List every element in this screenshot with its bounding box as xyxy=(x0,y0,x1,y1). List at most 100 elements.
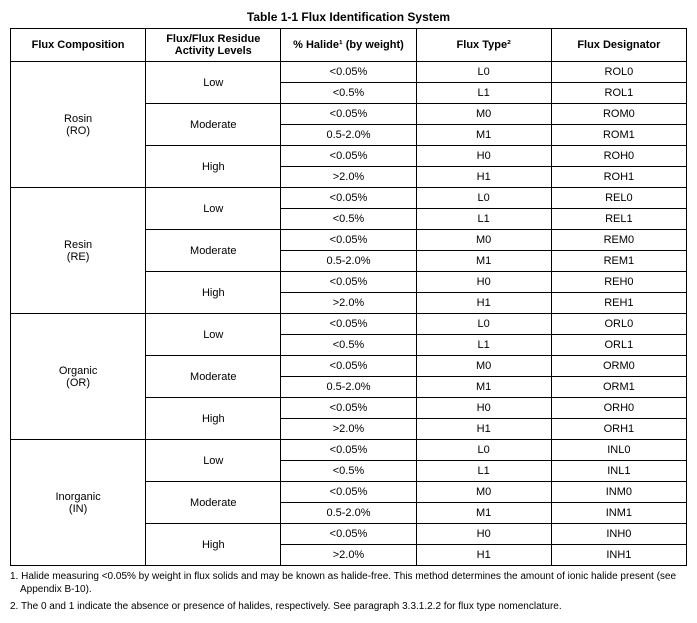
cell-flux-designator: ROM1 xyxy=(551,125,686,146)
cell-flux-type: L1 xyxy=(416,209,551,230)
cell-flux-designator: INL0 xyxy=(551,440,686,461)
cell-flux-type: L1 xyxy=(416,83,551,104)
cell-halide: <0.05% xyxy=(281,62,416,83)
cell-halide: <0.05% xyxy=(281,314,416,335)
cell-halide: <0.05% xyxy=(281,440,416,461)
cell-flux-type: M0 xyxy=(416,356,551,377)
cell-halide: <0.05% xyxy=(281,104,416,125)
table-title: Table 1-1 Flux Identification System xyxy=(10,10,687,24)
cell-flux-designator: ORH1 xyxy=(551,419,686,440)
cell-flux-type: H1 xyxy=(416,293,551,314)
cell-composition: Rosin(RO) xyxy=(11,62,146,188)
composition-code: (IN) xyxy=(15,503,141,515)
cell-halide: <0.05% xyxy=(281,188,416,209)
cell-flux-designator: ORH0 xyxy=(551,398,686,419)
cell-halide: <0.5% xyxy=(281,209,416,230)
col-flux-type: Flux Type² xyxy=(416,29,551,62)
cell-halide: 0.5-2.0% xyxy=(281,251,416,272)
cell-activity-level: Moderate xyxy=(146,356,281,398)
col-flux-designator: Flux Designator xyxy=(551,29,686,62)
cell-flux-designator: ORM0 xyxy=(551,356,686,377)
cell-flux-designator: INM1 xyxy=(551,503,686,524)
composition-name: Resin xyxy=(15,239,141,251)
cell-flux-designator: ORL1 xyxy=(551,335,686,356)
cell-flux-designator: INM0 xyxy=(551,482,686,503)
cell-flux-type: H0 xyxy=(416,524,551,545)
cell-halide: <0.5% xyxy=(281,83,416,104)
cell-activity-level: Low xyxy=(146,440,281,482)
cell-halide: <0.5% xyxy=(281,335,416,356)
cell-flux-designator: REL1 xyxy=(551,209,686,230)
cell-halide: >2.0% xyxy=(281,293,416,314)
cell-flux-designator: ROL1 xyxy=(551,83,686,104)
composition-code: (OR) xyxy=(15,377,141,389)
cell-halide: <0.05% xyxy=(281,272,416,293)
cell-halide: <0.05% xyxy=(281,482,416,503)
cell-flux-type: M1 xyxy=(416,125,551,146)
footnote-1: 1. Halide measuring <0.05% by weight in … xyxy=(10,570,687,596)
cell-halide: >2.0% xyxy=(281,545,416,566)
cell-activity-level: Low xyxy=(146,314,281,356)
cell-activity-level: Moderate xyxy=(146,482,281,524)
cell-halide: 0.5-2.0% xyxy=(281,125,416,146)
cell-flux-designator: ROH1 xyxy=(551,167,686,188)
cell-flux-designator: REM1 xyxy=(551,251,686,272)
cell-activity-level: Moderate xyxy=(146,230,281,272)
cell-flux-type: L0 xyxy=(416,62,551,83)
cell-flux-type: L0 xyxy=(416,314,551,335)
cell-flux-type: M1 xyxy=(416,377,551,398)
cell-flux-type: H1 xyxy=(416,545,551,566)
flux-table: Flux Composition Flux/Flux Residue Activ… xyxy=(10,28,687,566)
cell-halide: <0.5% xyxy=(281,461,416,482)
cell-halide: <0.05% xyxy=(281,524,416,545)
cell-flux-type: H1 xyxy=(416,419,551,440)
cell-activity-level: High xyxy=(146,398,281,440)
cell-activity-level: High xyxy=(146,524,281,566)
cell-halide: <0.05% xyxy=(281,398,416,419)
cell-activity-level: High xyxy=(146,146,281,188)
table-header-row: Flux Composition Flux/Flux Residue Activ… xyxy=(11,29,687,62)
cell-flux-type: L1 xyxy=(416,461,551,482)
cell-flux-designator: INL1 xyxy=(551,461,686,482)
cell-flux-type: M1 xyxy=(416,251,551,272)
cell-composition: Organic(OR) xyxy=(11,314,146,440)
cell-flux-type: H0 xyxy=(416,146,551,167)
cell-flux-type: L1 xyxy=(416,335,551,356)
composition-name: Organic xyxy=(15,365,141,377)
cell-activity-level: Moderate xyxy=(146,104,281,146)
cell-flux-designator: ROM0 xyxy=(551,104,686,125)
cell-flux-type: H0 xyxy=(416,272,551,293)
cell-halide: <0.05% xyxy=(281,146,416,167)
cell-flux-designator: REH0 xyxy=(551,272,686,293)
col-halide: % Halide¹ (by weight) xyxy=(281,29,416,62)
cell-flux-type: H0 xyxy=(416,398,551,419)
table-row: Rosin(RO)Low<0.05%L0ROL0 xyxy=(11,62,687,83)
cell-flux-designator: REL0 xyxy=(551,188,686,209)
composition-code: (RE) xyxy=(15,251,141,263)
cell-flux-designator: ORL0 xyxy=(551,314,686,335)
col-flux-composition: Flux Composition xyxy=(11,29,146,62)
cell-halide: <0.05% xyxy=(281,356,416,377)
composition-name: Inorganic xyxy=(15,491,141,503)
cell-halide: <0.05% xyxy=(281,230,416,251)
cell-activity-level: Low xyxy=(146,188,281,230)
cell-flux-type: L0 xyxy=(416,440,551,461)
cell-flux-type: M0 xyxy=(416,104,551,125)
cell-flux-designator: INH1 xyxy=(551,545,686,566)
cell-flux-type: M0 xyxy=(416,230,551,251)
cell-halide: >2.0% xyxy=(281,419,416,440)
cell-halide: >2.0% xyxy=(281,167,416,188)
table-row: Organic(OR)Low<0.05%L0ORL0 xyxy=(11,314,687,335)
cell-flux-type: M1 xyxy=(416,503,551,524)
cell-activity-level: High xyxy=(146,272,281,314)
cell-flux-type: M0 xyxy=(416,482,551,503)
cell-flux-type: L0 xyxy=(416,188,551,209)
table-row: Resin(RE)Low<0.05%L0REL0 xyxy=(11,188,687,209)
cell-flux-designator: ORM1 xyxy=(551,377,686,398)
cell-composition: Resin(RE) xyxy=(11,188,146,314)
cell-halide: 0.5-2.0% xyxy=(281,503,416,524)
footnote-2: 2. The 0 and 1 indicate the absence or p… xyxy=(10,600,687,613)
cell-halide: 0.5-2.0% xyxy=(281,377,416,398)
cell-flux-designator: INH0 xyxy=(551,524,686,545)
composition-code: (RO) xyxy=(15,125,141,137)
